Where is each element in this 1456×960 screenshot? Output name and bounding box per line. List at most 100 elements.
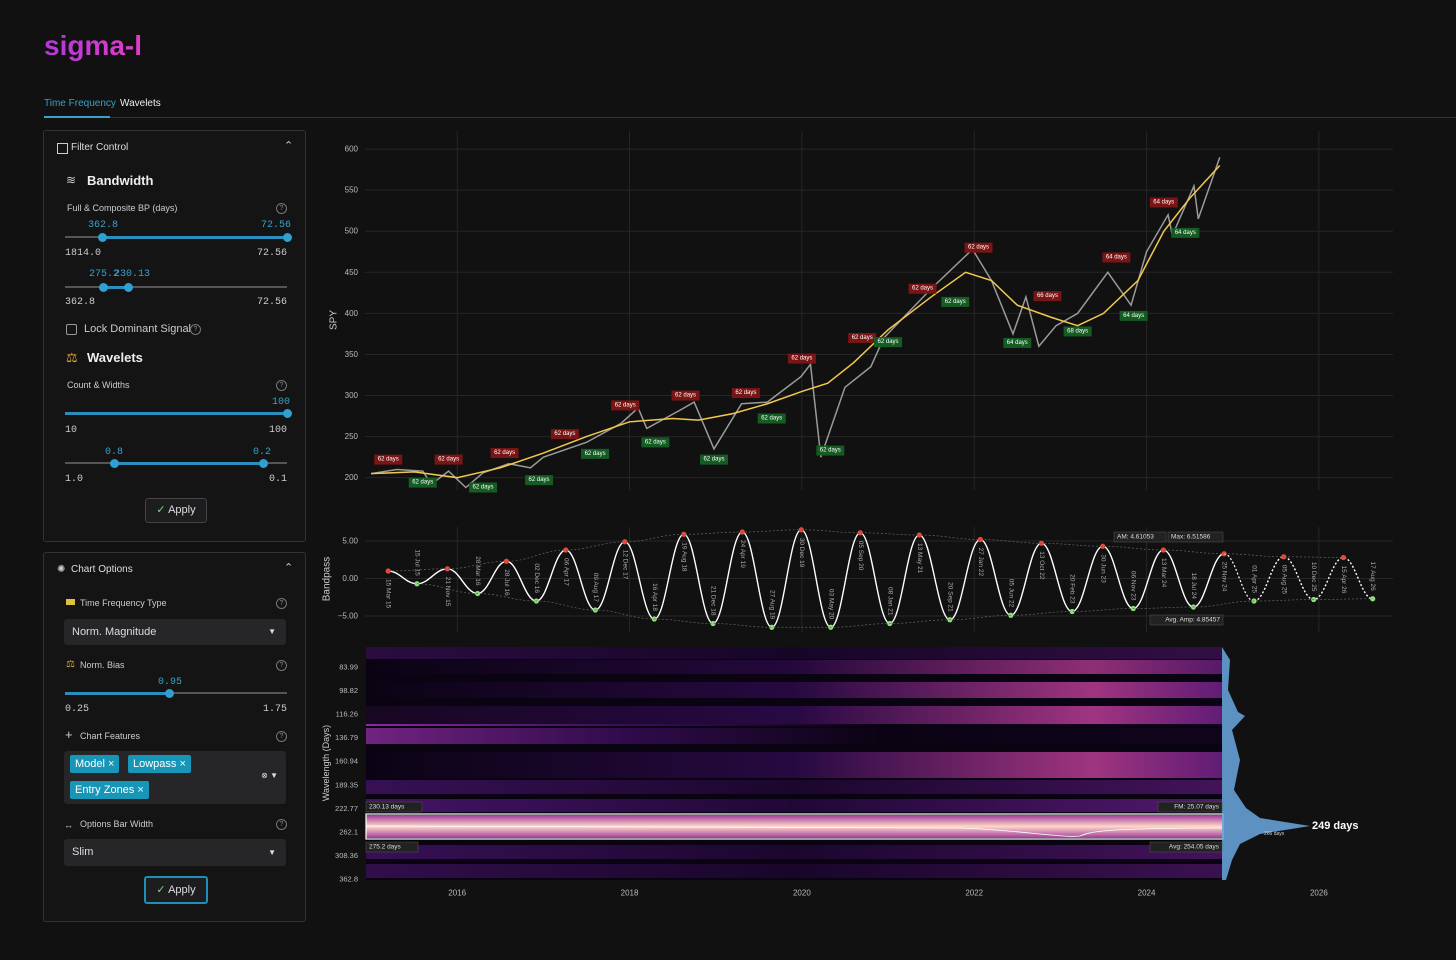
tab-rule — [44, 117, 1456, 118]
field-label: Full & Composite BP (days) — [67, 203, 178, 213]
tab[interactable]: Time Frequency — [44, 98, 116, 109]
slider-handle[interactable] — [124, 283, 133, 292]
icon — [66, 599, 75, 605]
help[interactable]: ? — [190, 324, 201, 335]
slider-range — [103, 286, 128, 289]
apply-button[interactable]: ✓ Apply — [145, 498, 207, 523]
cycle-tag — [908, 283, 937, 294]
date-label: 13 Mar 24 — [1160, 558, 1167, 588]
y-tick-label: 550 — [345, 186, 359, 195]
cycle-label: 62 days — [645, 439, 666, 445]
help[interactable]: ? — [276, 203, 287, 214]
cycle-tag — [731, 388, 760, 399]
slider-handle[interactable] — [99, 283, 108, 292]
stat-box — [365, 841, 419, 853]
cycle-label: 62 days — [529, 477, 550, 483]
slider-value: 362.8 — [88, 220, 119, 231]
tag-label: Lowpass — [133, 758, 177, 770]
cycle-label: 64 days — [1123, 313, 1144, 319]
button-label: Apply — [168, 504, 196, 516]
collapse[interactable]: ⌃ — [284, 562, 294, 574]
histogram — [1222, 647, 1310, 880]
heatmap-band — [366, 660, 1222, 674]
y-tick-label: 189.35 — [335, 780, 358, 789]
checkbox-label[interactable]: Lock Dominant Signal — [84, 323, 192, 335]
slider-handle[interactable] — [165, 689, 174, 698]
date-label: 10 Dec 25 — [1310, 562, 1317, 592]
envelope — [416, 583, 1373, 628]
icon: ↔ — [64, 820, 73, 830]
tag[interactable]: Model × — [70, 755, 120, 773]
apply-button[interactable]: ✓ Apply — [144, 876, 208, 904]
cycle-tag — [611, 400, 640, 411]
cycle-tag — [941, 296, 970, 307]
date-label: 06 Apr 17 — [562, 558, 569, 586]
slider-range — [65, 692, 169, 695]
heatmap-band — [366, 799, 1222, 812]
help[interactable]: ? — [276, 380, 287, 391]
stat-box — [365, 801, 423, 813]
stat-label: 230.13 days — [369, 804, 405, 811]
help[interactable]: ? — [276, 819, 287, 830]
y-tick-label: 362.8 — [339, 874, 358, 883]
cycle-tag — [964, 242, 993, 253]
slider-handle[interactable] — [110, 459, 119, 468]
heatmap-band — [366, 728, 1222, 744]
slider-min: 1814.0 — [65, 248, 102, 259]
slider-handle[interactable] — [283, 409, 292, 418]
help[interactable]: ? — [276, 731, 287, 742]
cycle-label: 62 days — [820, 448, 841, 454]
multi-select[interactable]: Model × Lowpass × Entry Zones × ⊗ ▼ — [64, 751, 286, 804]
select[interactable]: Slim ▼ — [64, 839, 286, 866]
icon: ⚖ — [66, 350, 78, 365]
help[interactable]: ? — [276, 660, 287, 671]
slider-handle[interactable] — [283, 233, 292, 242]
icon: ✺ — [57, 564, 66, 575]
tab[interactable]: Wavelets — [120, 98, 161, 109]
y-axis-title: Wavelength (Days) — [321, 725, 331, 801]
stat-label: AM: 4.61053 — [1117, 534, 1154, 541]
date-label: 08 Jan 21 — [886, 587, 893, 616]
cycle-tag — [581, 448, 610, 459]
cycle-tag — [1149, 197, 1178, 208]
cycle-tag — [1102, 252, 1131, 263]
cycle-tag — [757, 413, 786, 424]
help[interactable]: ? — [276, 598, 287, 609]
cycle-label: 62 days — [615, 402, 636, 408]
heatmap-band — [366, 706, 1222, 724]
cycle-tag — [374, 454, 403, 465]
stat-box — [1149, 841, 1223, 853]
filter-panel: Filter Control ⌃ ≋ Bandwidth Full & Comp… — [43, 130, 306, 542]
cycle-tag — [550, 429, 579, 440]
tag[interactable]: Entry Zones × — [70, 781, 149, 799]
tag-label: Entry Zones — [75, 784, 135, 796]
date-label: 24 Apr 19 — [739, 540, 746, 568]
collapse[interactable]: ⌃ — [284, 140, 294, 152]
peak-label: 266 days — [1264, 831, 1285, 837]
date-label: 21 Nov 15 — [444, 577, 451, 607]
cycle-label: 64 days — [1175, 230, 1196, 236]
icon: ⚖ — [66, 659, 75, 670]
field-label: Chart Features — [80, 731, 141, 741]
field-label: Time Frequency Type — [80, 598, 167, 608]
stat-label: Avg: 254.05 days — [1169, 844, 1220, 851]
slider-max: 72.56 — [256, 297, 287, 308]
field-label: Count & Widths — [67, 380, 130, 390]
date-label: 21 Dec 18 — [710, 586, 717, 616]
heatmap-band — [366, 864, 1222, 878]
y-tick-label: 350 — [345, 350, 359, 359]
slider-value: 0.2 — [253, 447, 272, 458]
y-tick-label: 500 — [345, 227, 359, 236]
slider-max: 72.56 — [256, 248, 287, 259]
checkbox[interactable] — [66, 324, 77, 335]
date-label: 28 Jul 16 — [503, 569, 510, 596]
slider-handle[interactable] — [259, 459, 268, 468]
envelope — [388, 529, 1344, 572]
tag[interactable]: Lowpass × — [128, 755, 191, 773]
cycle-label: 62 days — [945, 299, 966, 305]
slider-min: 362.8 — [65, 297, 96, 308]
cycle-label: 62 days — [412, 480, 433, 486]
select[interactable]: Norm. Magnitude ▼ — [64, 619, 286, 645]
slider-handle[interactable] — [98, 233, 107, 242]
